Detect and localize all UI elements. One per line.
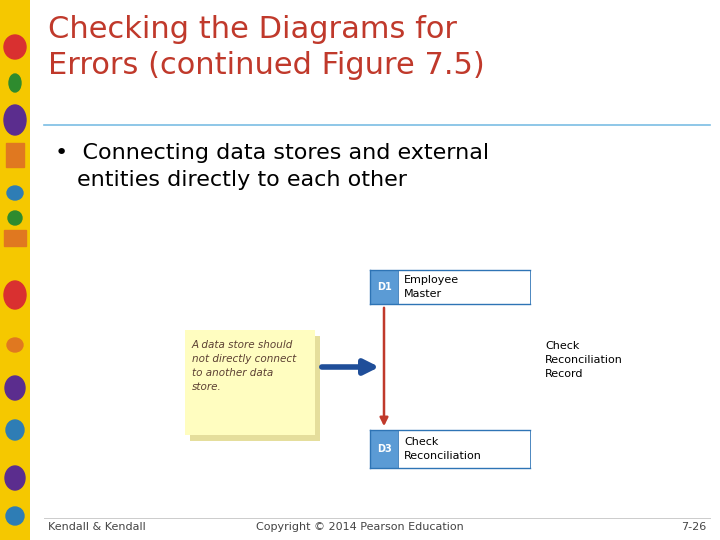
Text: 7-26: 7-26 <box>680 522 706 532</box>
Ellipse shape <box>4 35 26 59</box>
Ellipse shape <box>5 466 25 490</box>
Bar <box>0 0 30 540</box>
Text: Employee
Master: Employee Master <box>404 275 459 299</box>
Text: Copyright © 2014 Pearson Education: Copyright © 2014 Pearson Education <box>256 522 464 532</box>
Bar <box>398 270 530 304</box>
Ellipse shape <box>4 281 26 309</box>
Bar <box>4 230 26 246</box>
Text: A data store should
not directly connect
to another data
store.: A data store should not directly connect… <box>192 340 296 392</box>
Text: Check
Reconciliation: Check Reconciliation <box>404 437 482 461</box>
Bar <box>185 330 315 435</box>
Text: entities directly to each other: entities directly to each other <box>77 170 407 190</box>
Ellipse shape <box>6 507 24 525</box>
Text: Check
Reconciliation
Record: Check Reconciliation Record <box>545 341 623 379</box>
Ellipse shape <box>5 376 25 400</box>
Bar <box>190 336 320 441</box>
Text: D1: D1 <box>377 282 392 292</box>
Ellipse shape <box>8 211 22 225</box>
Ellipse shape <box>9 74 21 92</box>
Bar <box>398 430 530 468</box>
Text: •  Connecting data stores and external: • Connecting data stores and external <box>55 143 489 163</box>
Text: Checking the Diagrams for
Errors (continued Figure 7.5): Checking the Diagrams for Errors (contin… <box>48 15 485 80</box>
Ellipse shape <box>7 338 23 352</box>
Bar <box>370 430 398 468</box>
Text: Kendall & Kendall: Kendall & Kendall <box>48 522 145 532</box>
Bar <box>370 270 398 304</box>
Ellipse shape <box>6 420 24 440</box>
Ellipse shape <box>7 186 23 200</box>
Ellipse shape <box>4 105 26 135</box>
Text: D3: D3 <box>377 444 392 454</box>
Bar <box>6 143 24 167</box>
